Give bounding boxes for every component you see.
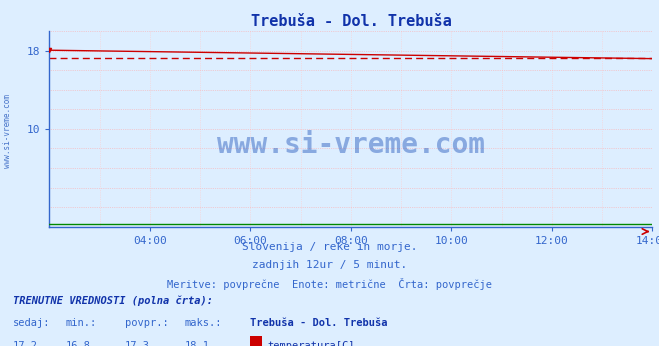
Text: www.si-vreme.com: www.si-vreme.com <box>217 130 485 158</box>
Title: Trebuša - Dol. Trebuša: Trebuša - Dol. Trebuša <box>250 13 451 29</box>
Text: zadnjih 12ur / 5 minut.: zadnjih 12ur / 5 minut. <box>252 260 407 270</box>
Text: 17,2: 17,2 <box>13 341 38 346</box>
Text: Meritve: povprečne  Enote: metrične  Črta: povprečje: Meritve: povprečne Enote: metrične Črta:… <box>167 278 492 290</box>
Text: Slovenija / reke in morje.: Slovenija / reke in morje. <box>242 242 417 252</box>
Text: Trebuša - Dol. Trebuša: Trebuša - Dol. Trebuša <box>250 318 388 328</box>
Text: 16,8: 16,8 <box>66 341 91 346</box>
Text: povpr.:: povpr.: <box>125 318 169 328</box>
Text: maks.:: maks.: <box>185 318 222 328</box>
Text: 17,3: 17,3 <box>125 341 150 346</box>
Text: min.:: min.: <box>66 318 97 328</box>
Text: sedaj:: sedaj: <box>13 318 51 328</box>
Text: TRENUTNE VREDNOSTI (polna črta):: TRENUTNE VREDNOSTI (polna črta): <box>13 296 213 306</box>
Text: temperatura[C]: temperatura[C] <box>267 341 355 346</box>
Text: 18,1: 18,1 <box>185 341 210 346</box>
Text: www.si-vreme.com: www.si-vreme.com <box>3 94 13 169</box>
